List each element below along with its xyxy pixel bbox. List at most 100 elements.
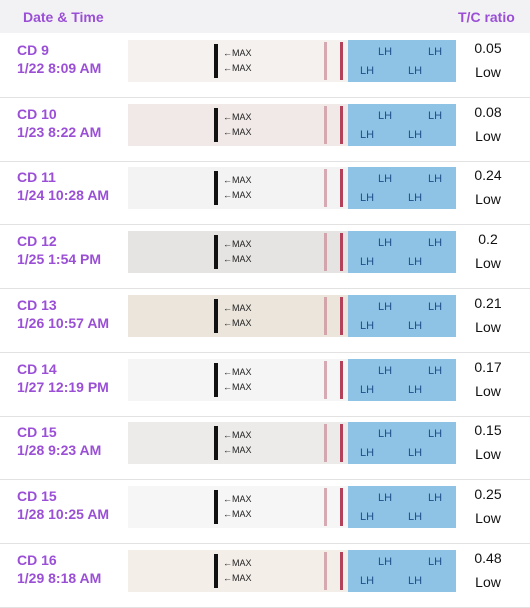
strip-marker: ←MAX [223, 127, 252, 137]
row-date-time: 1/27 12:19 PM [17, 378, 109, 395]
strip-brand: LH [428, 110, 442, 122]
cycle-day: CD 15 [17, 424, 57, 441]
strip-brand: LH [428, 556, 442, 568]
strip-brand: LH [360, 320, 374, 332]
test-strip: ←MAX ←MAX LH LH LH LH [128, 485, 456, 528]
tc-ratio: 0.15 [474, 422, 502, 439]
row-date-time: 1/28 9:23 AM [17, 442, 102, 459]
lh-level: Low [475, 446, 501, 463]
list-row: CD 9 1/22 8:09 AM 0.05 Low ←MAX ←MAX LH LH LH LH [0, 33, 530, 98]
strip-brand: LH [408, 447, 422, 459]
test-line [324, 360, 327, 399]
strip-brand: LH [428, 492, 442, 504]
row-date-time: 1/23 8:22 AM [17, 123, 102, 140]
list-row: CD 15 1/28 9:23 AM 0.15 Low ←MAX ←MAX LH LH LH LH [0, 415, 530, 481]
header-date-time: Date & Time [23, 9, 104, 25]
strip-label-area [348, 167, 456, 210]
strip-brand: LH [378, 556, 392, 568]
cycle-day: CD 13 [17, 296, 57, 313]
strip-label-area [348, 422, 456, 465]
strip-brand: LH [428, 428, 442, 440]
strip-brand: LH [428, 173, 442, 185]
strip-brand: LH [360, 511, 374, 523]
test-line [324, 233, 327, 272]
list-header: Date & Time T/C ratio [0, 0, 530, 33]
strip-marker: ←MAX [223, 509, 252, 519]
strip-brand: LH [360, 192, 374, 204]
strip-brand: LH [378, 237, 392, 249]
lh-level: Low [475, 255, 501, 272]
cycle-day: CD 9 [17, 42, 49, 58]
strip-label-area [348, 103, 456, 146]
row-date-time: 1/29 8:18 AM [17, 569, 102, 586]
strip-bar [214, 426, 218, 461]
cycle-day: CD 12 [17, 233, 57, 250]
header-ratio: T/C ratio [458, 9, 515, 25]
strip-marker: ←MAX [223, 254, 252, 264]
row-date-time: 1/25 1:54 PM [17, 251, 102, 268]
strip-marker: ←MAX [223, 112, 252, 122]
strip-brand: LH [408, 129, 422, 141]
tc-ratio: 0.24 [474, 167, 502, 184]
strip-marker: ←MAX [223, 382, 252, 392]
control-line [340, 296, 343, 335]
cycle-day: CD 16 [17, 551, 57, 568]
test-line [324, 424, 327, 463]
lh-level: Low [475, 509, 501, 526]
strip-brand: LH [378, 428, 392, 440]
strip-brand: LH [378, 46, 392, 58]
list-row: CD 14 1/27 12:19 PM 0.17 Low ←MAX ←MAX LH LH LH L… [0, 352, 530, 417]
strip-brand: LH [408, 192, 422, 204]
test-line [324, 169, 327, 208]
strip-marker: ←MAX [223, 63, 252, 73]
list-row: CD 10 1/23 8:22 AM 0.08 Low ←MAX ←MAX LH LH LH LH [0, 97, 530, 162]
strip-bar [214, 298, 218, 333]
strip-marker: ←MAX [223, 48, 252, 58]
control-line [340, 551, 343, 590]
strip-label-area [348, 549, 456, 592]
cycle-day: CD 15 [17, 487, 57, 504]
strip-marker: ←MAX [223, 573, 252, 583]
control-line [340, 42, 343, 80]
strip-brand: LH [428, 237, 442, 249]
control-line [340, 233, 343, 272]
strip-marker: ←MAX [223, 175, 252, 185]
row-date-time: 1/28 10:25 AM [17, 505, 110, 522]
row-date-time: 1/26 10:57 AM [17, 314, 110, 331]
list-row: CD 16 1/29 8:18 AM 0.48 Low ←MAX ←MAX LH LH LH LH [0, 543, 530, 608]
control-line [340, 487, 343, 526]
control-line [340, 105, 343, 144]
strip-bar [214, 362, 218, 397]
strip-brand: LH [408, 384, 422, 396]
strip-brand: LH [408, 575, 422, 587]
test-line [324, 487, 327, 526]
control-line [340, 424, 343, 463]
strip-marker: ←MAX [223, 303, 252, 313]
lh-level: Low [475, 64, 501, 80]
strip-brand: LH [378, 365, 392, 377]
row-date-time: 1/24 10:28 AM [17, 187, 110, 204]
cycle-day: CD 11 [17, 169, 56, 186]
strip-brand: LH [360, 65, 374, 77]
test-line [324, 42, 327, 80]
test-line [324, 551, 327, 590]
strip-brand: LH [408, 256, 422, 268]
strip-marker: ←MAX [223, 558, 252, 568]
strip-label-area [348, 358, 456, 401]
strip-brand: LH [378, 173, 392, 185]
tc-ratio: 0.48 [474, 549, 502, 566]
cycle-day: CD 14 [17, 360, 57, 377]
strip-brand: LH [378, 301, 392, 313]
test-strip: ←MAX ←MAX LH LH LH LH [128, 422, 456, 465]
strip-marker: ←MAX [223, 190, 252, 200]
test-line [324, 296, 327, 335]
test-strip: ←MAX ←MAX LH LH LH LH [128, 231, 456, 274]
strip-marker: ←MAX [223, 239, 252, 249]
strip-bar [214, 489, 218, 524]
tc-ratio: 0.25 [474, 485, 502, 502]
cycle-day: CD 10 [17, 105, 57, 122]
tc-ratio: 0.21 [474, 294, 502, 311]
test-strip: ←MAX ←MAX LH LH LH LH [128, 358, 456, 401]
lh-level: Low [475, 191, 501, 208]
strip-brand: LH [360, 575, 374, 587]
